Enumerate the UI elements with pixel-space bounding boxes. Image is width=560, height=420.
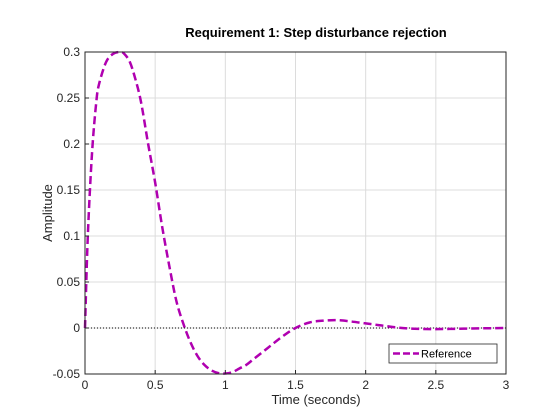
x-axis-ticks: 0 0.5 1 1.5 2 2.5 3 xyxy=(82,370,510,392)
legend: Reference xyxy=(388,343,498,364)
x-tick-label: 2 xyxy=(362,378,369,392)
x-axis-label: Time (seconds) xyxy=(271,392,360,407)
y-axis-label: Amplitude xyxy=(40,184,55,242)
x-tick-label: 0 xyxy=(82,378,89,392)
y-tick-label: 0.3 xyxy=(63,45,80,59)
y-tick-label: 0.25 xyxy=(57,91,81,105)
y-tick-label: 0 xyxy=(73,321,80,335)
y-tick-label: 0.15 xyxy=(57,183,81,197)
series-line-reference xyxy=(83,50,507,375)
legend-label-reference: Reference xyxy=(421,349,472,361)
x-tick-label: 3 xyxy=(503,378,510,392)
y-axis-ticks: -0.05 0 0.05 0.1 0.15 0.2 0.25 0.3 xyxy=(53,45,89,381)
x-tick-label: 1 xyxy=(222,378,229,392)
y-tick-label: -0.05 xyxy=(53,367,81,381)
x-tick-label: 1.5 xyxy=(287,378,304,392)
y-tick-label: 0.1 xyxy=(63,229,80,243)
y-tick-label: 0.05 xyxy=(57,275,81,289)
x-tick-label: 0.5 xyxy=(147,378,164,392)
x-tick-label: 2.5 xyxy=(427,378,444,392)
legend-box xyxy=(388,343,498,364)
y-tick-label: 0.2 xyxy=(63,137,80,151)
chart-title: Requirement 1: Step disturbance rejectio… xyxy=(185,25,447,40)
